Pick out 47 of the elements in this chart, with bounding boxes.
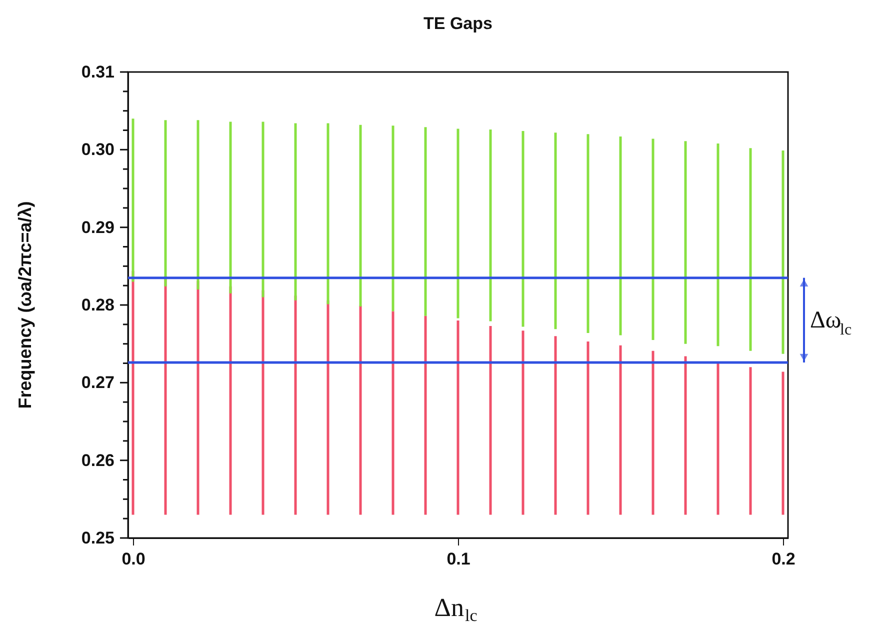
y-tick-label: 0.29 bbox=[81, 218, 114, 237]
y-tick-label: 0.25 bbox=[81, 528, 114, 548]
bar bbox=[684, 356, 687, 515]
bar bbox=[619, 345, 622, 515]
bar bbox=[424, 127, 427, 316]
bar bbox=[554, 132, 557, 330]
bar bbox=[392, 126, 394, 312]
x-tick-label: 0.0 bbox=[122, 550, 146, 568]
bar bbox=[456, 128, 460, 318]
y-tick-label: 0.30 bbox=[81, 140, 114, 160]
bar bbox=[749, 148, 752, 351]
y-axis-title: Frequency (ωa/2πc=a/λ) bbox=[15, 201, 35, 409]
bar bbox=[326, 123, 330, 304]
x-tick-label: 0.1 bbox=[446, 550, 470, 568]
bar bbox=[782, 372, 784, 515]
bar bbox=[522, 131, 524, 327]
y-tick-label: 0.26 bbox=[81, 450, 114, 470]
bar bbox=[132, 118, 134, 282]
y-tick-label: 0.27 bbox=[81, 373, 114, 392]
y-tick-label: 0.31 bbox=[81, 62, 114, 82]
bar bbox=[652, 138, 654, 340]
bar bbox=[716, 362, 720, 515]
bar bbox=[489, 326, 492, 515]
x-tick-label: 0.2 bbox=[772, 550, 796, 568]
bar bbox=[294, 123, 297, 300]
bar bbox=[359, 124, 362, 307]
bar bbox=[262, 122, 264, 298]
bar bbox=[619, 136, 622, 336]
bar bbox=[164, 120, 167, 286]
bar bbox=[522, 330, 524, 515]
bar bbox=[489, 129, 492, 322]
bar bbox=[424, 316, 427, 515]
bar bbox=[749, 367, 752, 515]
bar bbox=[684, 141, 687, 344]
bar bbox=[586, 134, 590, 333]
bar bbox=[229, 122, 232, 294]
bar bbox=[782, 150, 784, 354]
y-tick-label: 0.28 bbox=[81, 296, 114, 314]
bar bbox=[652, 350, 654, 515]
bar bbox=[456, 320, 460, 515]
bar bbox=[359, 306, 362, 515]
bar bbox=[554, 336, 557, 515]
bar bbox=[716, 143, 720, 346]
bar bbox=[196, 120, 200, 290]
bar bbox=[392, 311, 394, 515]
chart-title: TE Gaps bbox=[424, 14, 492, 33]
bar bbox=[586, 342, 590, 515]
